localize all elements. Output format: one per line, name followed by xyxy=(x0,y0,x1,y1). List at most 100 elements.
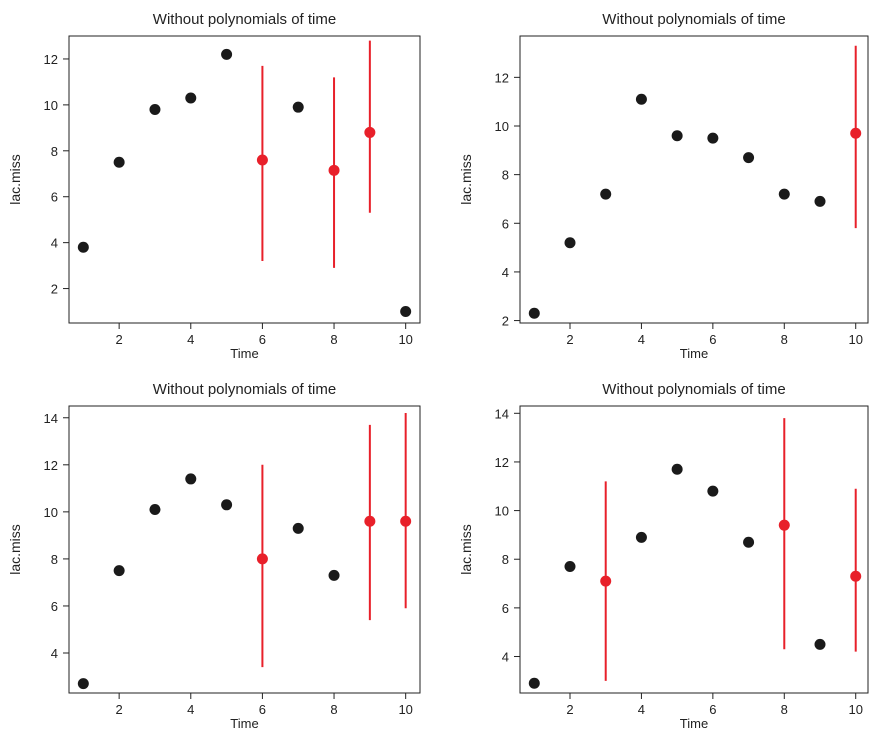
imputed-point xyxy=(364,126,376,138)
x-tick-label: 2 xyxy=(566,332,573,347)
x-axis-label: Time xyxy=(680,716,708,731)
observed-point xyxy=(185,92,197,104)
observed-point xyxy=(221,499,233,511)
chart-panel-3: Without polynomials of time 2 4 6 8 10 4 6 8 10 12… xyxy=(7,381,421,731)
x-tick-label: 8 xyxy=(330,332,337,347)
imputed-point xyxy=(400,515,412,527)
chart-title: Without polynomials of time xyxy=(602,11,785,28)
observed-point xyxy=(328,569,340,581)
observed-point xyxy=(292,522,304,534)
observed-point xyxy=(671,463,683,475)
observed-point xyxy=(221,48,233,60)
x-tick-label: 6 xyxy=(709,332,716,347)
y-tick-label: 12 xyxy=(44,458,58,473)
y-tick-label: 6 xyxy=(502,216,509,231)
observed-point xyxy=(600,188,612,200)
observed-point xyxy=(528,677,540,689)
y-tick-label: 4 xyxy=(502,650,509,665)
observed-point xyxy=(707,132,719,144)
y-tick-label: 4 xyxy=(51,646,58,661)
observed-point xyxy=(743,152,755,164)
y-tick-label: 14 xyxy=(44,411,58,426)
y-tick-label: 2 xyxy=(51,282,58,297)
x-tick-label: 8 xyxy=(781,332,788,347)
observed-point xyxy=(400,306,412,318)
x-tick-label: 10 xyxy=(848,332,862,347)
x-tick-label: 10 xyxy=(848,702,862,717)
x-tick-label: 4 xyxy=(187,332,194,347)
observed-point xyxy=(292,101,304,113)
x-tick-label: 2 xyxy=(566,702,573,717)
imputed-point xyxy=(328,164,340,176)
observed-point xyxy=(77,241,89,253)
y-tick-label: 4 xyxy=(502,265,509,280)
chart-title: Without polynomials of time xyxy=(153,11,336,28)
imputed-point xyxy=(850,570,862,582)
observed-point xyxy=(814,638,826,650)
observed-point xyxy=(564,237,576,249)
x-tick-label: 8 xyxy=(781,702,788,717)
chart-panel-1: Without polynomials of time 2 4 6 8 10 2 4 6 8 10 1… xyxy=(7,11,421,361)
y-tick-label: 10 xyxy=(44,98,58,113)
y-tick-label: 10 xyxy=(44,505,58,520)
observed-point xyxy=(77,678,89,690)
x-tick-label: 4 xyxy=(638,332,645,347)
imputed-point xyxy=(256,553,268,565)
chart-panel-2: Without polynomials of time 2 4 6 8 10 2 4 6 8 10 1… xyxy=(458,11,869,361)
x-axis-label: Time xyxy=(230,716,258,731)
y-tick-label: 2 xyxy=(502,314,509,329)
y-tick-label: 14 xyxy=(495,406,509,421)
x-tick-label: 4 xyxy=(638,702,645,717)
imputed-point xyxy=(778,519,790,531)
observed-point xyxy=(185,473,197,485)
observed-point xyxy=(814,195,826,207)
imputed-point xyxy=(600,575,612,587)
y-tick-label: 12 xyxy=(44,52,58,67)
y-axis-label: lac.miss xyxy=(7,524,23,575)
x-tick-label: 2 xyxy=(116,332,123,347)
x-tick-label: 2 xyxy=(116,702,123,717)
imputed-point xyxy=(850,127,862,139)
y-axis-label: lac.miss xyxy=(458,524,474,575)
y-tick-label: 12 xyxy=(495,70,509,85)
observed-point xyxy=(778,188,790,200)
observed-point xyxy=(149,504,161,516)
x-tick-label: 6 xyxy=(259,702,266,717)
observed-point xyxy=(564,561,576,573)
y-tick-label: 6 xyxy=(502,601,509,616)
y-tick-label: 6 xyxy=(51,190,58,205)
y-tick-label: 6 xyxy=(51,599,58,614)
x-axis-label: Time xyxy=(680,346,708,361)
observed-point xyxy=(743,536,755,548)
plot-frame xyxy=(68,405,421,694)
imputed-point xyxy=(256,154,268,166)
chart-title: Without polynomials of time xyxy=(602,381,785,398)
y-axis-label: lac.miss xyxy=(7,154,23,205)
observed-point xyxy=(635,93,647,105)
y-tick-label: 8 xyxy=(502,168,509,183)
y-tick-label: 8 xyxy=(51,552,58,567)
observed-point xyxy=(149,103,161,115)
y-tick-label: 10 xyxy=(495,504,509,519)
observed-point xyxy=(671,130,683,142)
plot-frame xyxy=(519,405,869,694)
x-tick-label: 6 xyxy=(709,702,716,717)
y-tick-label: 12 xyxy=(495,455,509,470)
observed-point xyxy=(635,531,647,543)
observed-point xyxy=(113,156,125,168)
y-tick-label: 8 xyxy=(502,552,509,567)
y-tick-label: 4 xyxy=(51,236,58,251)
x-tick-label: 10 xyxy=(398,332,412,347)
plot-frame xyxy=(519,35,869,324)
plot-frame xyxy=(68,35,421,324)
chart-title: Without polynomials of time xyxy=(153,381,336,398)
x-axis-label: Time xyxy=(230,346,258,361)
observed-point xyxy=(113,565,125,577)
chart-panel-4: Without polynomials of time 2 4 6 8 10 4 6 8 10 12… xyxy=(458,381,869,731)
x-tick-label: 4 xyxy=(187,702,194,717)
x-tick-label: 10 xyxy=(398,702,412,717)
imputed-point xyxy=(364,515,376,527)
x-tick-label: 6 xyxy=(259,332,266,347)
observed-point xyxy=(528,307,540,319)
